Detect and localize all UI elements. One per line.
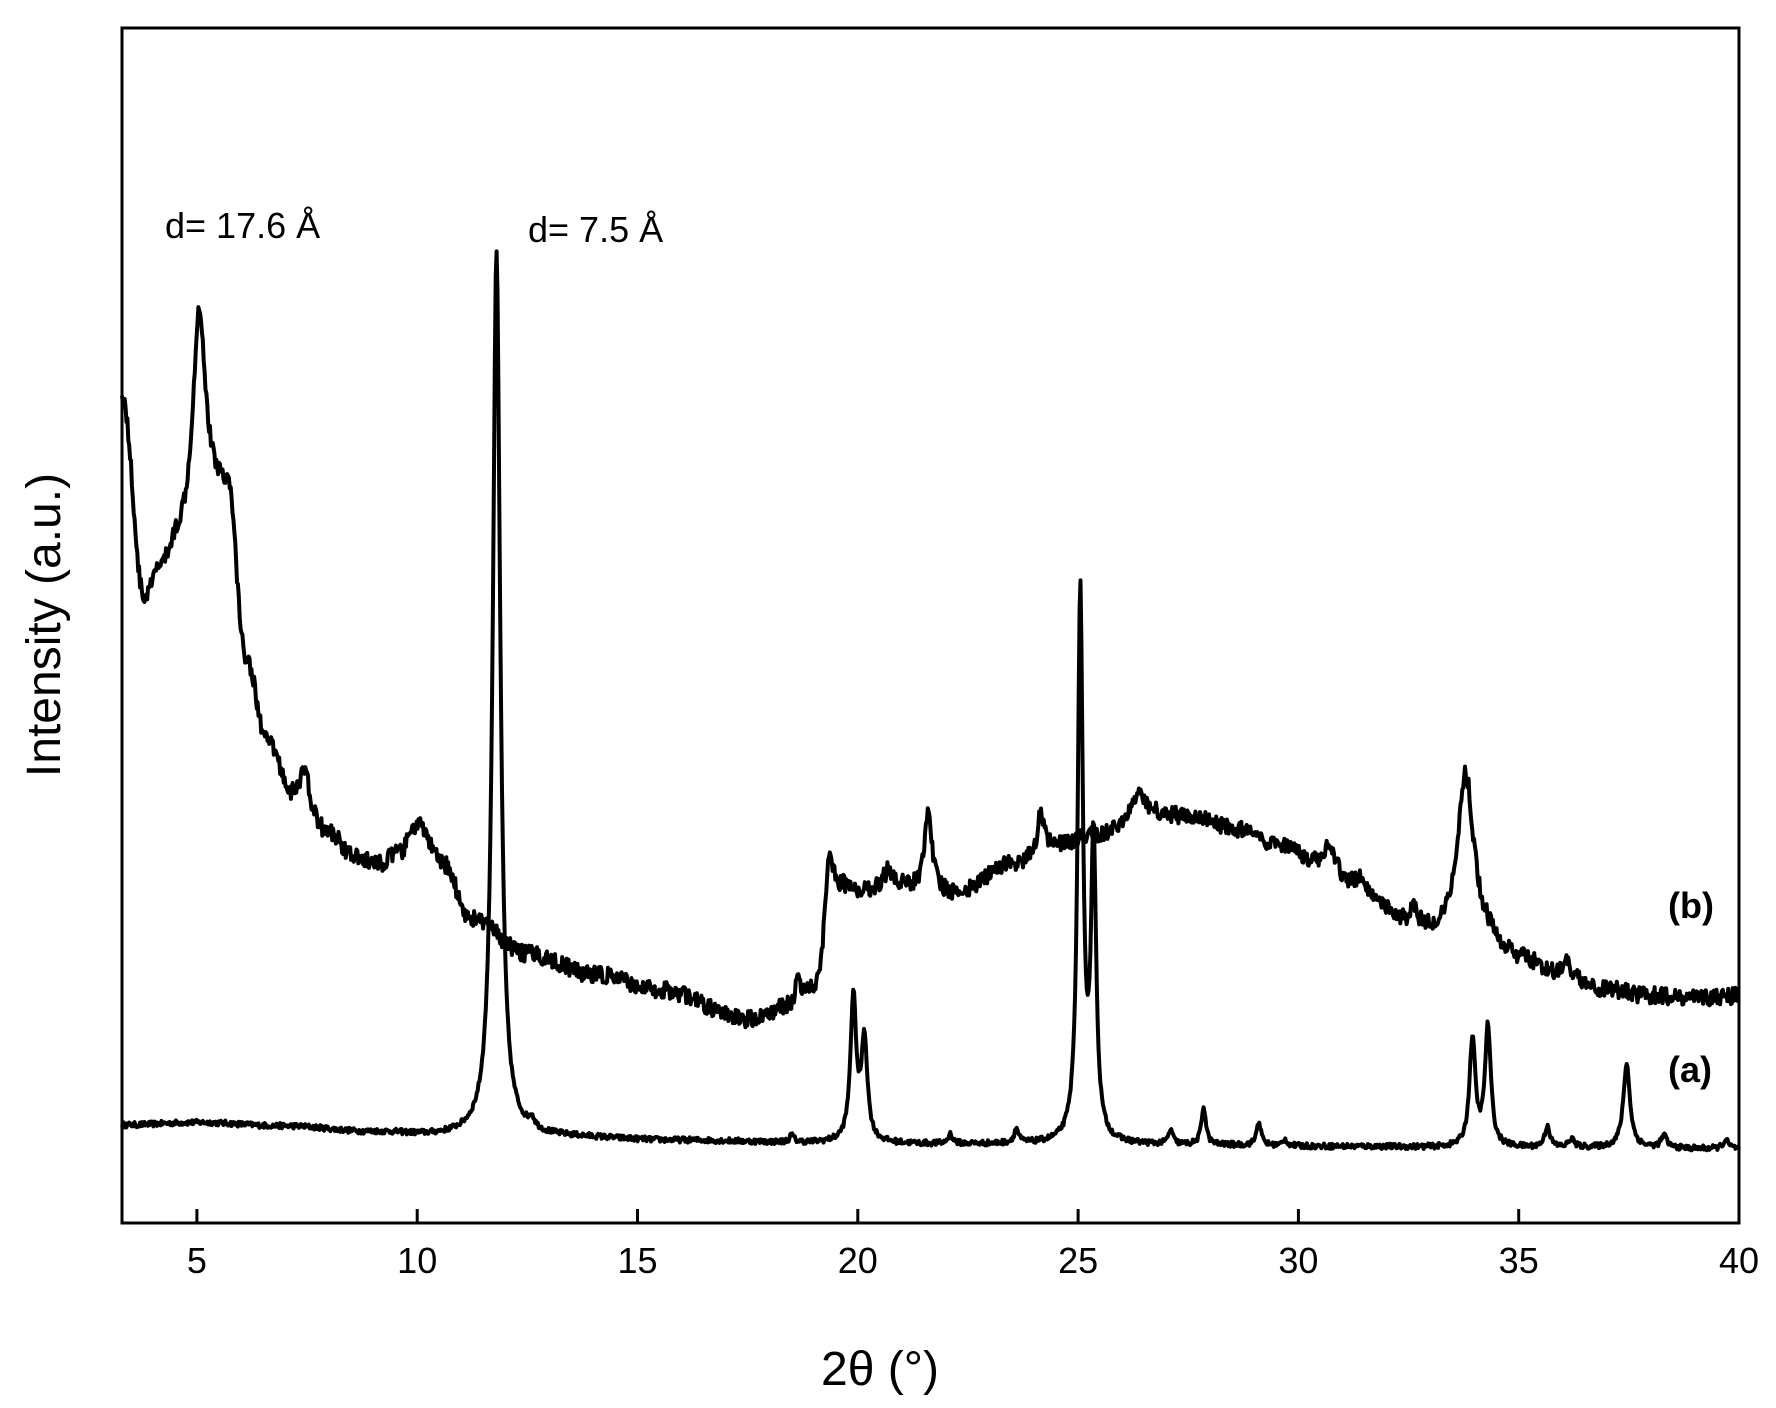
x-tick-label-25: 25 bbox=[1058, 1240, 1098, 1281]
series-traces bbox=[120, 249, 1741, 1153]
x-tick-label-40: 40 bbox=[1719, 1240, 1759, 1281]
x-tick-label-15: 15 bbox=[617, 1240, 657, 1281]
annotation-d-7-5: d= 7.5 Å bbox=[528, 209, 663, 250]
x-axis-ticks bbox=[195, 1209, 1741, 1223]
x-tick-label-10: 10 bbox=[397, 1240, 437, 1281]
series-label-b: (b) bbox=[1668, 885, 1714, 926]
series-a-line bbox=[120, 249, 1741, 1153]
x-axis-title: 2θ (°) bbox=[821, 1343, 939, 1396]
plot-frame bbox=[120, 26, 1741, 1225]
y-axis-title: Intensity (a.u.) bbox=[18, 473, 71, 777]
series-label-a: (a) bbox=[1668, 1049, 1712, 1090]
x-axis-tick-labels: 5 10 15 20 25 30 35 40 bbox=[187, 1240, 1759, 1281]
x-tick-label-30: 30 bbox=[1278, 1240, 1318, 1281]
series-b-line bbox=[120, 305, 1741, 1030]
x-tick-label-5: 5 bbox=[187, 1240, 207, 1281]
annotation-d-17-6: d= 17.6 Å bbox=[165, 205, 320, 246]
x-tick-label-20: 20 bbox=[838, 1240, 878, 1281]
x-tick-label-35: 35 bbox=[1499, 1240, 1539, 1281]
